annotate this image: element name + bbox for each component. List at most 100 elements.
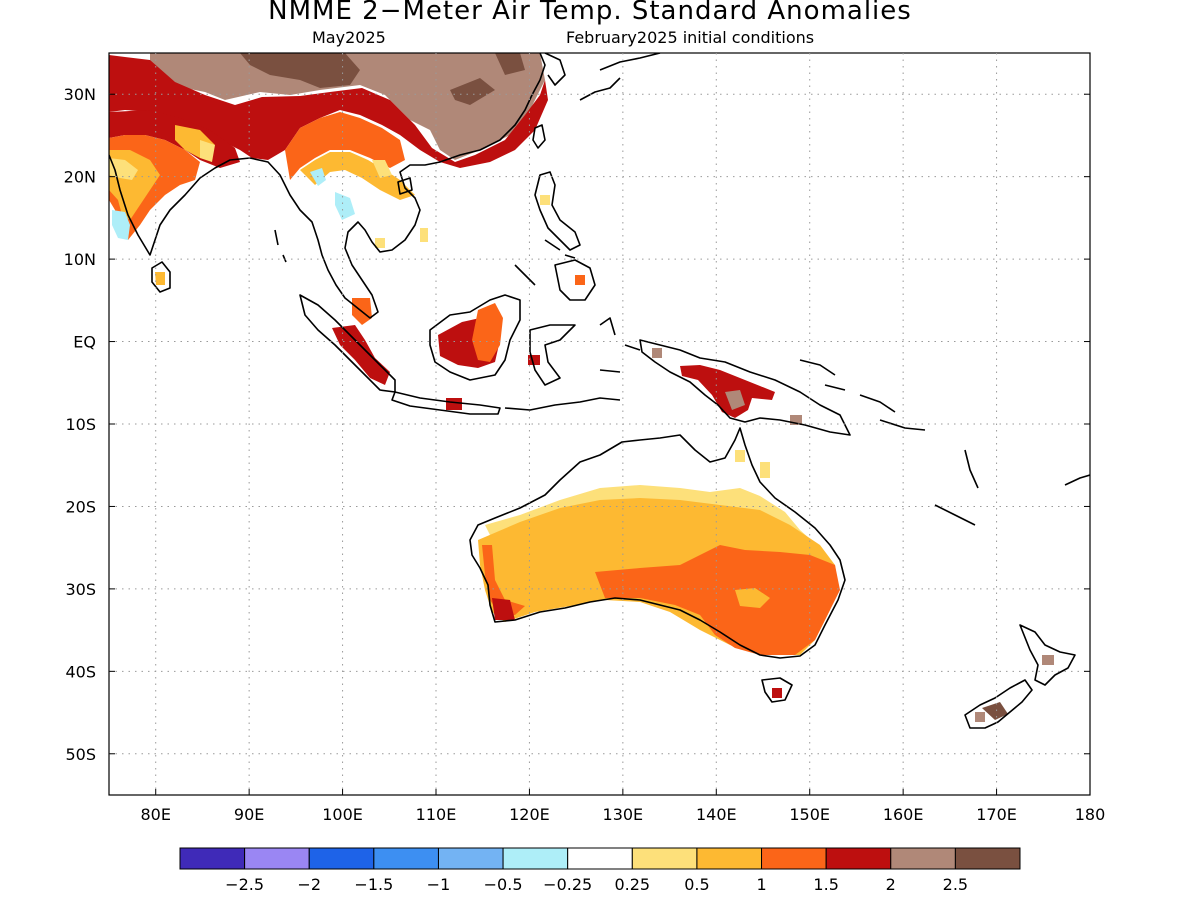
lat-label: 10S [65, 415, 96, 434]
coastline-new-caledonia [934, 504, 976, 526]
coastline-vanuatu [964, 449, 979, 489]
lon-label: 80E [140, 805, 170, 824]
coastline-tasmania [761, 677, 793, 703]
forecast-month: May2025 [312, 28, 386, 47]
graticule [109, 53, 1091, 795]
lon-label: 160E [883, 805, 924, 824]
coastline-mindanao [554, 259, 596, 301]
anomaly-australia-orange-inner [735, 588, 770, 608]
lon-label: 110E [416, 805, 457, 824]
colorbar-box [437, 847, 504, 870]
anomaly-cape-york [735, 450, 745, 462]
coastline-solomons [859, 394, 926, 431]
colorbar-box [308, 847, 375, 870]
coastline-nz-south [964, 679, 1033, 729]
colorbar-box [890, 847, 956, 870]
anomaly-himalaya-red [109, 55, 548, 168]
coastline-visayas [514, 239, 576, 286]
anomaly-australia-orange [595, 545, 840, 655]
coastline-asia [109, 53, 546, 319]
colorbar-box [825, 847, 892, 870]
colorbar-box [954, 847, 1021, 870]
coastlines [109, 53, 1090, 729]
colorbar-box [373, 847, 439, 870]
colorbar-label: 1 [756, 875, 766, 894]
colorbar: −2.5 −2 −1.5 −1 −0.5 −0.25 0.25 0.5 1 1.5 2 2.5 [179, 847, 1021, 894]
anomaly-tasmania [772, 688, 782, 698]
map-frame [108, 52, 1091, 796]
anomaly-mindanao [575, 275, 585, 285]
colorbar-box [761, 847, 827, 870]
colorbar-box [631, 847, 698, 870]
anomaly-vietnam-east [420, 228, 428, 242]
coastline-korea [544, 53, 566, 86]
anomaly-south-china-yellow [300, 152, 415, 200]
anomaly-sumatra [332, 325, 390, 385]
anomaly-png-west-brown [652, 348, 662, 358]
coastline-borneo [429, 294, 521, 381]
coastline-australia [469, 427, 846, 659]
anomaly-sri-lanka [155, 272, 165, 285]
lat-label: 50S [65, 745, 96, 764]
anomaly-nz-north [1042, 655, 1054, 665]
anomaly-qld-yellow [760, 462, 770, 478]
initial-conditions: February2025 initial conditions [566, 28, 815, 47]
anomaly-borneo-orange [472, 303, 503, 362]
lat-label: 20S [65, 497, 96, 516]
lon-label: 140E [696, 805, 737, 824]
lat-label: 20N [64, 168, 96, 187]
lat-label: 30S [65, 580, 96, 599]
longitude-labels: 80E 90E 100E 110E 120E 130E 140E 150E 160E 170E 18… [140, 805, 1105, 824]
anomaly-australia-sw-orange [482, 545, 525, 615]
colorbar-box [179, 847, 246, 870]
lon-label: 100E [322, 805, 363, 824]
lon-label: 90E [234, 805, 264, 824]
map-title: NMME 2−Meter Air Temp. Standard Anomalie… [268, 0, 912, 26]
colorbar-box [502, 847, 569, 870]
coastline-hainan [397, 177, 413, 195]
anomaly-south-china-orange [285, 112, 405, 180]
coastline-sulawesi [529, 324, 576, 386]
coastline-new-guinea [639, 339, 851, 436]
anomaly-thailand-cyan [335, 192, 355, 220]
colorbar-label: −1 [427, 875, 451, 894]
colorbar-label: 0.25 [614, 875, 650, 894]
colorbar-box [244, 847, 310, 870]
lon-label: 170E [976, 805, 1017, 824]
colorbar-label: −1.5 [354, 875, 393, 894]
colorbar-label: −0.25 [543, 875, 592, 894]
coastline-java [391, 391, 501, 415]
anomaly-australia-sw-red [492, 598, 515, 620]
colorbar-boxes [179, 847, 1021, 870]
anomaly-vietnam-yellow [372, 160, 392, 178]
colorbar-labels: −2.5 −2 −1.5 −1 −0.5 −0.25 0.25 0.5 1 1.5 2 2.5 [225, 875, 968, 894]
colorbar-label: −2.5 [225, 875, 264, 894]
coastline-bismarck [799, 359, 846, 391]
anomaly-tibet-darkest [240, 53, 360, 88]
lon-label: 130E [603, 805, 644, 824]
lon-label: 180 [1075, 805, 1106, 824]
colorbar-label: 0.5 [684, 875, 709, 894]
lat-label: 40S [65, 662, 96, 681]
lat-label: 30N [64, 85, 96, 104]
colorbar-label: 2 [886, 875, 896, 894]
anomaly-java [446, 398, 462, 410]
coastline-luzon [534, 171, 581, 251]
anomaly-nz-south-2 [975, 712, 985, 722]
map-area [109, 53, 1090, 729]
anomaly-india-cyan [112, 210, 130, 240]
coastline-nz-north [1019, 624, 1076, 686]
anomaly-png-red [680, 365, 775, 418]
latitude-labels: 30N 20N 10N EQ 10S 20S 30S 40S 50S [64, 85, 96, 764]
colorbar-label: −2 [297, 875, 321, 894]
coastline-lesser-sunda [504, 397, 621, 411]
lon-label: 120E [509, 805, 550, 824]
coastline-sri-lanka [151, 261, 171, 293]
lon-label: 150E [789, 805, 830, 824]
coastline-taiwan [532, 124, 546, 149]
colorbar-box [696, 847, 763, 870]
anomaly-china-east-dark [450, 78, 495, 105]
colorbar-label: 1.5 [813, 875, 838, 894]
colorbar-box [567, 847, 633, 870]
